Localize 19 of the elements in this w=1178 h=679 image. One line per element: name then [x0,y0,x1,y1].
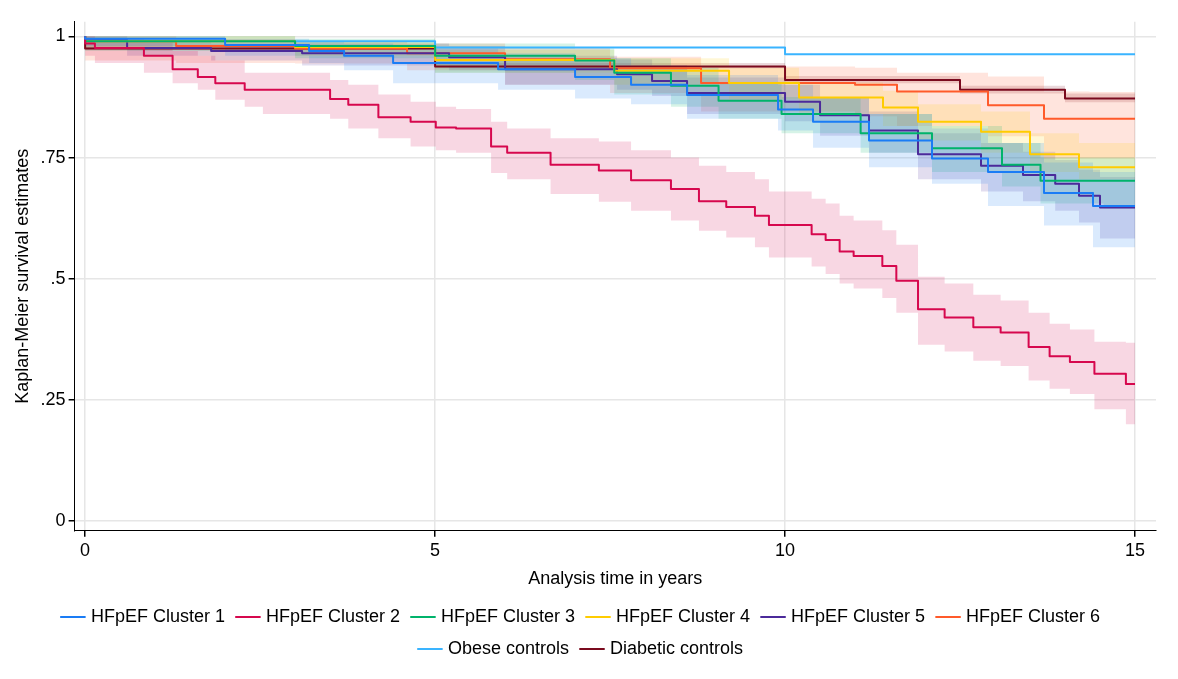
y-tick-label: .5 [50,267,66,288]
y-tick-label: 0 [55,510,66,531]
legend-label: Diabetic controls [610,637,744,658]
y-tick-label: 1 [55,25,66,46]
x-tick-label: 0 [80,539,91,560]
legend-label: Obese controls [447,637,569,658]
x-tick-label: 10 [775,539,796,560]
y-tick-label: .25 [40,388,66,409]
legend-label: HFpEF Cluster 3 [440,605,576,626]
x-tick-label: 15 [1124,539,1146,560]
legend-label: HFpEF Cluster 5 [791,605,926,626]
y-axis-title: Kaplan-Meier survival estimates [11,148,32,404]
legend-label: HFpEF Cluster 2 [265,605,400,626]
x-axis-title: Analysis time in years [528,568,703,589]
y-tick-label: .75 [40,146,66,167]
legend-label: HFpEF Cluster 1 [90,605,225,626]
x-tick-label: 5 [430,539,441,560]
legend-label: HFpEF Cluster 4 [616,605,751,626]
legend-label: HFpEF Cluster 6 [966,605,1101,626]
